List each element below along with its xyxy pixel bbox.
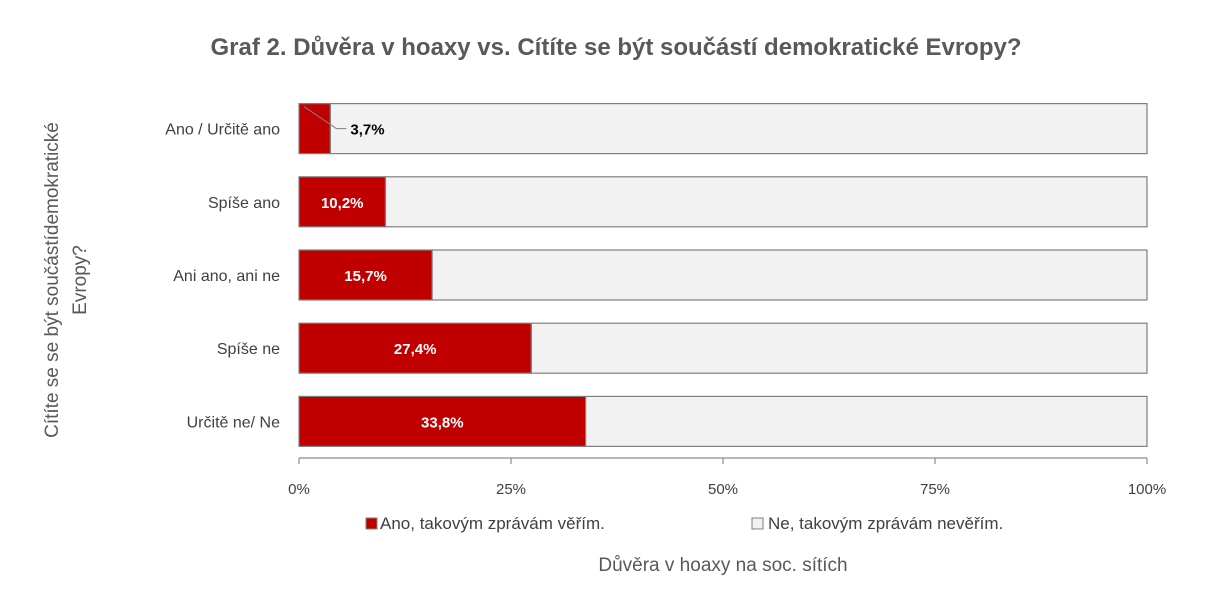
- x-tick-label: 50%: [708, 481, 738, 498]
- bar-trust: [298, 102, 331, 155]
- bar-distrust: [431, 249, 1148, 301]
- bar-trust: [298, 249, 433, 301]
- x-tick-label: 75%: [920, 481, 950, 498]
- legend-swatch: [751, 517, 764, 530]
- x-axis-title: Důvěra v hoaxy na soc. sítích: [598, 555, 847, 576]
- plot-area: Ano / Určitě ano 3,7% Spíše ano 10,2% Ani an…: [165, 102, 1166, 498]
- y-axis-title: Cítíte se se být součástídemokratické Evr…: [42, 122, 91, 438]
- bar-distrust: [530, 322, 1148, 374]
- data-label: 15,7%: [344, 268, 387, 285]
- bar-distrust: [329, 102, 1148, 155]
- bar-trust: [298, 322, 532, 374]
- x-tick-label: 25%: [496, 481, 526, 498]
- category-label: Ani ano, ani ne: [173, 268, 280, 285]
- legend-label: Ano, takovým zprávám věřím.: [380, 514, 605, 533]
- data-label: 27,4%: [394, 341, 437, 358]
- data-label: 3,7%: [350, 122, 384, 139]
- legend-swatch: [365, 517, 378, 530]
- data-label: 33,8%: [421, 414, 464, 431]
- chart-title: Graf 2. Důvěra v hoaxy vs. Cítíte se být…: [211, 34, 1022, 61]
- category-label: Určitě ne/ Ne: [187, 414, 280, 431]
- category-label: Spíše ne: [217, 341, 280, 358]
- legend-label: Ne, takovým zprávám nevěřím.: [768, 514, 1003, 533]
- x-tick-label: 0%: [288, 481, 310, 498]
- bar-distrust: [585, 395, 1148, 447]
- bar-distrust: [384, 176, 1148, 228]
- data-label: 10,2%: [321, 195, 364, 212]
- x-tick-label: 100%: [1128, 481, 1166, 498]
- leader-line: [303, 106, 347, 130]
- category-label: Spíše ano: [208, 195, 280, 212]
- legend: Ano, takovým zprávám věřím. Ne, takovým z…: [365, 514, 1003, 533]
- category-label: Ano / Určitě ano: [165, 122, 280, 139]
